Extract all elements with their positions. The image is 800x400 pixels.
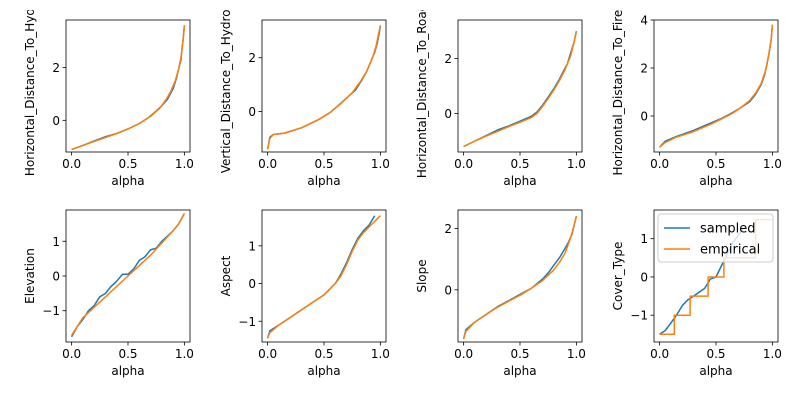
legend: sampled empirical (657, 213, 774, 263)
x-tick-label: 0.0 (650, 347, 669, 361)
series-line-sampled (71, 25, 186, 151)
y-tick-label: 2 (52, 61, 60, 75)
x-tick-label: 1.0 (371, 347, 390, 361)
x-tick-label: 0.5 (118, 157, 137, 171)
legend-box (657, 213, 774, 263)
subplot-8: 0.0 0.5 1.0 −1 0 1 alpha Cover_Type (611, 209, 782, 378)
y-axis-label: Horizontal_Distance_To_Hydro (23, 0, 37, 176)
x-tick-label: 0.0 (454, 157, 473, 171)
y-tick-label: 2 (640, 62, 648, 76)
series-line-empirical (462, 215, 578, 340)
x-tick-label: 1.0 (763, 157, 782, 171)
y-tick-label: 0 (52, 270, 60, 284)
series-line-sampled (463, 30, 578, 148)
x-tick-label: 0.0 (258, 157, 277, 171)
subplot-3: 0.0 0.5 1.0 0 2 alpha Horizontal_Distance_To_R… (415, 0, 586, 188)
subplot-1: 0.0 0.5 1.0 0 2 alpha Horizontal_Distance_To_H… (23, 0, 194, 188)
series-group (659, 24, 774, 148)
y-tick-label: 0 (444, 283, 452, 297)
axes-frame (457, 209, 583, 343)
series-line-empirical (71, 25, 186, 151)
y-tick-label: 0 (248, 105, 256, 119)
y-axis-label: Cover_Type (611, 242, 625, 311)
y-tick-label: −1 (630, 309, 648, 323)
series-group (462, 215, 578, 340)
x-tick-label: 0.5 (314, 347, 333, 361)
y-tick-label: −1 (238, 315, 256, 329)
x-axis-label: alpha (111, 364, 144, 378)
series-line-sampled (462, 215, 578, 340)
y-axis-label: Horizontal_Distance_To_Roadw (415, 0, 429, 178)
x-axis-label: alpha (699, 364, 732, 378)
y-tick-label: 2 (444, 222, 452, 236)
x-axis-label: alpha (503, 364, 536, 378)
y-tick-label: 1 (52, 235, 60, 249)
subplot-7: 0.0 0.5 1.0 0 2 alpha Slope (415, 209, 586, 378)
series-group (71, 25, 186, 151)
y-tick-label: 0 (248, 277, 256, 291)
x-tick-label: 0.5 (706, 157, 725, 171)
x-tick-label: 0.5 (314, 157, 333, 171)
y-axis-label: Vertical_Distance_To_Hydrolo (219, 0, 233, 173)
x-tick-label: 0.0 (62, 347, 81, 361)
series-line-empirical (70, 213, 186, 336)
y-tick-label: 0 (444, 107, 452, 121)
y-tick-label: 1 (640, 232, 648, 246)
x-tick-label: 1.0 (175, 347, 194, 361)
series-line-sampled (266, 215, 376, 339)
x-axis-label: alpha (111, 174, 144, 188)
x-tick-label: 0.0 (454, 347, 473, 361)
series-line-sampled (266, 25, 382, 150)
subplot-2: 0.0 0.5 1.0 0 2 alpha Vertical_Distance_To_Hyd… (219, 0, 390, 188)
subplot-5: 0.0 0.5 1.0 −1 0 1 alpha Elevation (23, 209, 194, 378)
x-axis-label: alpha (307, 174, 340, 188)
axes-frame (261, 19, 387, 153)
axes-frame (65, 19, 191, 153)
figure-top-edge (0, 0, 800, 10)
x-tick-label: 1.0 (567, 347, 586, 361)
subplot-4: 0.0 0.5 1.0 0 2 4 alpha Horizontal_Distance_To_… (611, 0, 782, 188)
legend-label-sampled: sampled (700, 222, 756, 237)
x-tick-label: 1.0 (763, 347, 782, 361)
y-tick-label: 0 (640, 110, 648, 124)
series-group (70, 213, 186, 338)
y-axis-label: Aspect (219, 255, 233, 296)
series-group (266, 25, 382, 150)
x-tick-label: 0.0 (258, 347, 277, 361)
series-group (266, 215, 381, 339)
x-tick-label: 0.5 (510, 347, 529, 361)
y-tick-label: 1 (248, 239, 256, 253)
x-tick-label: 0.5 (118, 347, 137, 361)
x-axis-label: alpha (307, 364, 340, 378)
y-tick-label: 2 (444, 52, 452, 66)
x-tick-label: 0.5 (510, 157, 529, 171)
y-axis-label: Slope (415, 259, 429, 292)
x-axis-label: alpha (699, 174, 732, 188)
axes-frame (457, 19, 583, 153)
x-tick-label: 1.0 (371, 157, 390, 171)
x-tick-label: 0.0 (650, 157, 669, 171)
x-tick-label: 1.0 (567, 157, 586, 171)
y-axis-label: Horizontal_Distance_To_Fire_P (611, 0, 625, 176)
y-tick-label: 0 (640, 270, 648, 284)
series-line-empirical (659, 24, 774, 148)
series-line-sampled (659, 24, 774, 148)
series-line-empirical (266, 25, 382, 150)
x-tick-label: 0.0 (62, 157, 81, 171)
series-line-empirical (266, 215, 381, 339)
y-tick-label: 2 (248, 51, 256, 65)
axes-frame (261, 209, 387, 343)
x-tick-label: 1.0 (175, 157, 194, 171)
series-group (463, 30, 578, 148)
series-line-empirical (463, 30, 578, 148)
y-tick-label: −1 (42, 304, 60, 318)
legend-label-empirical: empirical (700, 243, 760, 258)
subplot-6: 0.0 0.5 1.0 −1 0 1 alpha Aspect (219, 209, 390, 378)
y-axis-label: Elevation (23, 248, 37, 304)
y-tick-label: 0 (52, 114, 60, 128)
x-axis-label: alpha (503, 174, 536, 188)
y-tick-label: 4 (640, 14, 648, 28)
x-tick-label: 0.5 (706, 347, 725, 361)
